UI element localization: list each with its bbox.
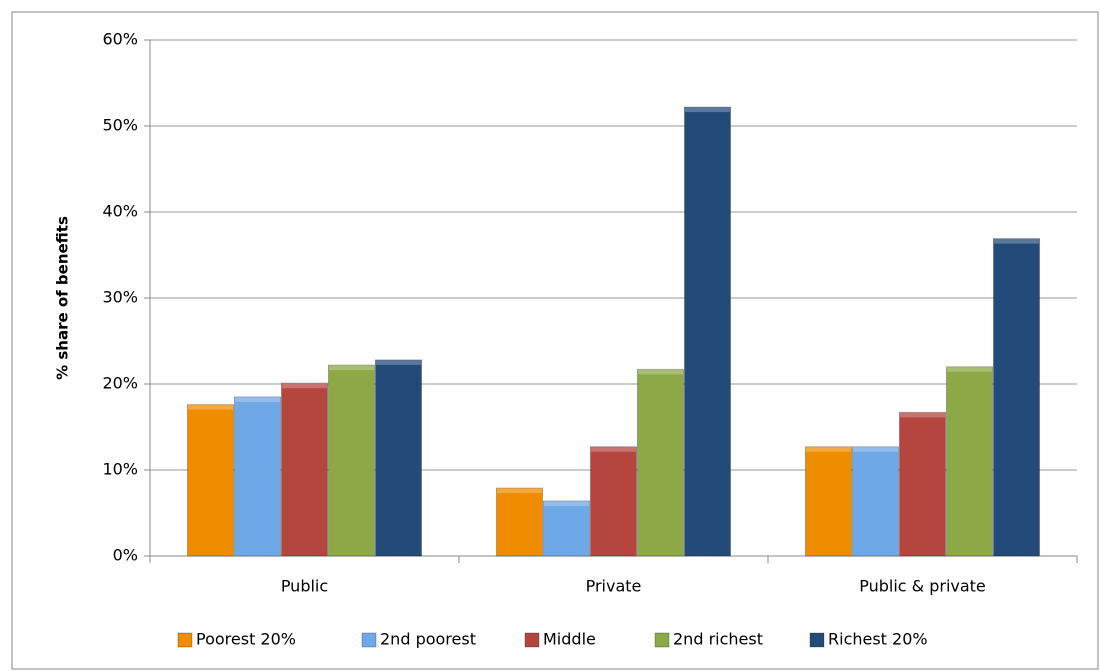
- legend-label: Middle: [543, 630, 596, 649]
- bar-highlight: [806, 446, 851, 452]
- bar: [899, 411, 946, 557]
- bar: [590, 446, 637, 557]
- bar-highlight: [685, 107, 730, 113]
- bar: [375, 359, 422, 557]
- bar-highlight: [638, 369, 683, 375]
- bar-highlight: [994, 238, 1039, 244]
- bar: [234, 396, 281, 557]
- legend-swatch: [809, 632, 825, 648]
- legend-label: Richest 20%: [828, 630, 928, 649]
- legend-swatch: [177, 632, 193, 648]
- bar-highlight: [497, 488, 542, 494]
- bar: [993, 238, 1040, 557]
- bar-highlight: [591, 446, 636, 452]
- y-tick-label: 20%: [102, 374, 138, 393]
- legend-label: Poorest 20%: [196, 630, 296, 649]
- y-tick-label: 50%: [102, 116, 138, 135]
- bar-highlight: [235, 396, 280, 402]
- bar: [496, 487, 543, 557]
- x-tick-label: Public: [281, 577, 328, 596]
- y-tick-label: 60%: [102, 30, 138, 49]
- y-tick-label: 10%: [102, 460, 138, 479]
- y-axis-title: % share of benefits: [54, 216, 72, 380]
- bar-highlight: [947, 366, 992, 372]
- y-tick-label: 0%: [113, 546, 138, 565]
- bar-highlight: [376, 359, 421, 365]
- bar-highlight: [544, 500, 589, 506]
- bar: [281, 382, 328, 557]
- bar-highlight: [282, 383, 327, 389]
- bar: [684, 106, 731, 557]
- legend-label: 2nd richest: [673, 630, 763, 649]
- legend-label: 2nd poorest: [380, 630, 476, 649]
- bar: [805, 446, 852, 557]
- bar-highlight: [329, 365, 374, 371]
- bar-highlight: [188, 404, 233, 410]
- y-tick-label: 30%: [102, 288, 138, 307]
- bar-highlight: [853, 446, 898, 452]
- x-tick-label: Private: [586, 577, 642, 596]
- bar: [946, 366, 993, 557]
- bar: [328, 364, 375, 557]
- x-tick-label: Public & private: [859, 577, 986, 596]
- bar: [187, 404, 234, 557]
- legend-swatch: [361, 632, 377, 648]
- bar-highlight: [900, 412, 945, 418]
- legend-swatch: [654, 632, 670, 648]
- chart-border: [11, 11, 1099, 670]
- y-tick-label: 40%: [102, 202, 138, 221]
- bar: [637, 368, 684, 557]
- bar: [852, 446, 899, 557]
- legend-swatch: [524, 632, 540, 648]
- bar: [543, 500, 590, 557]
